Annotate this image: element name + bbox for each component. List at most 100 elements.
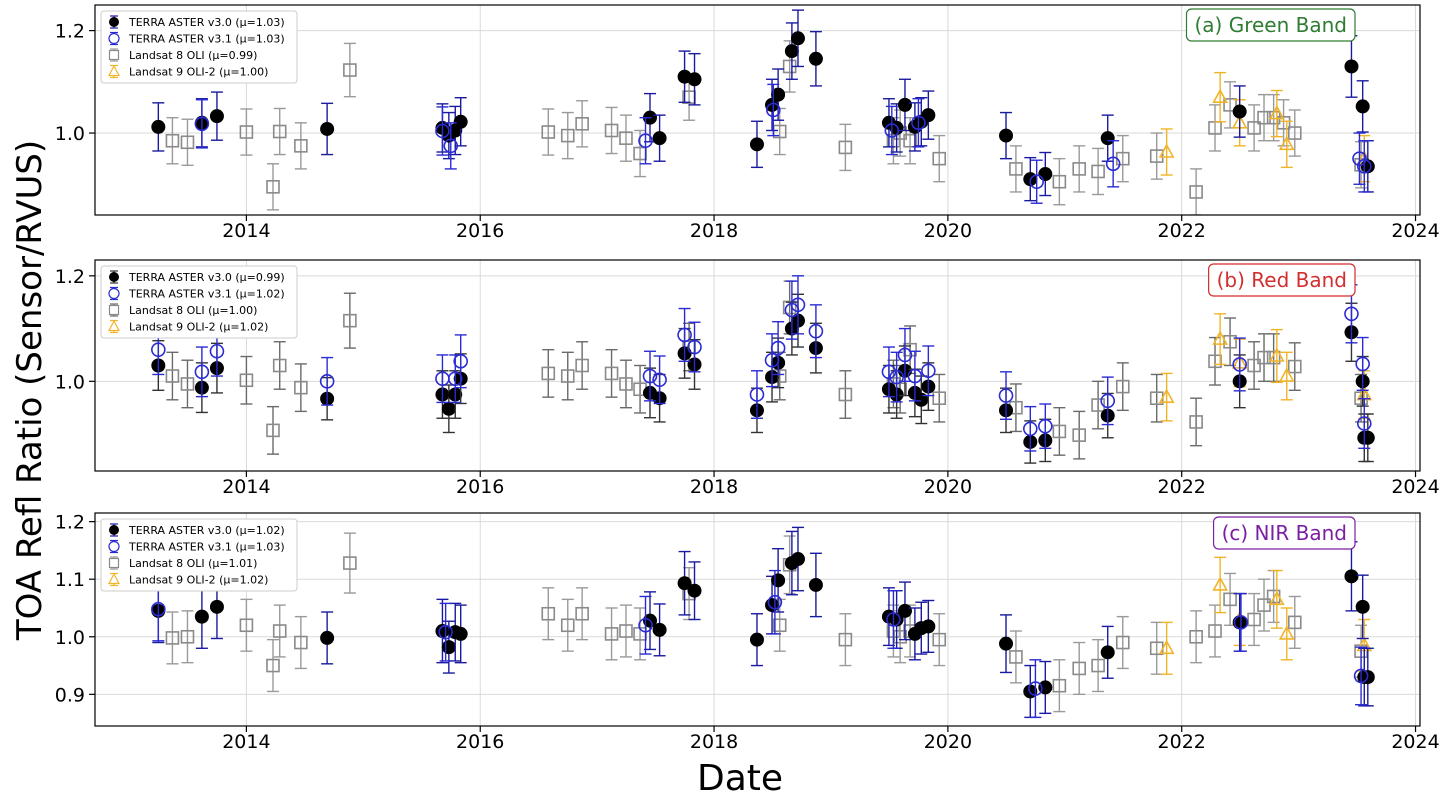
series-open-circle-point [151, 601, 166, 617]
series-open-square-point [1189, 415, 1203, 429]
legend-box [100, 10, 298, 84]
panel-title-text: (b) Red Band [1217, 268, 1347, 292]
series-open-square-point [782, 300, 797, 315]
series-filled-circle-point [921, 619, 936, 634]
series-open-square-point [1052, 174, 1067, 189]
series-filled-circle-point [677, 576, 692, 591]
series-open-triangle-point [1278, 625, 1295, 640]
legend-label: TERRA ASTER v3.0 (μ=0.99) [128, 271, 285, 284]
panel-title: (a) Green Band [1185, 8, 1356, 42]
series-open-square-point [1266, 350, 1281, 365]
chart-panel-2: 2014 2016 2018 2020 2022 2024 1.0 1.2 TERRA ASTE… [55, 259, 1440, 498]
legend-label: Landsat 8 OLI (μ=1.00) [129, 304, 257, 317]
series-open-square-point [575, 117, 589, 131]
series-open-circle-point [687, 339, 702, 355]
series-open-circle-point [443, 138, 459, 154]
panel-title-box [1208, 263, 1356, 297]
series-open-circle-point [889, 369, 904, 385]
series-filled-circle-point [1360, 430, 1375, 445]
series-open-square-point [165, 369, 180, 383]
series-open-circle-point [652, 372, 667, 388]
plot-data [151, 526, 1375, 719]
legend-label: Landsat 8 OLI (μ=0.99) [129, 49, 257, 62]
series-filled-circle-point [441, 401, 456, 416]
y-tick-label: 1.0 [55, 371, 85, 393]
series-open-square-point [1257, 350, 1271, 365]
series-open-square-point [604, 123, 619, 138]
x-tick-label: 2024 [1391, 220, 1439, 242]
series-open-square-point [1247, 121, 1261, 135]
panel-title: (c) NIR Band [1212, 516, 1356, 550]
y-tick-label: 1.0 [55, 627, 85, 649]
series-open-circle-point [790, 297, 806, 313]
series-open-circle-point [766, 102, 781, 118]
y-tick-label: 1.1 [55, 569, 85, 591]
series-open-square-point [1189, 185, 1203, 199]
series-open-triangle-point [1278, 367, 1295, 382]
series-open-square-point [932, 391, 947, 406]
series-open-square-point [541, 366, 556, 381]
series-open-circle-point [911, 115, 926, 131]
series-filled-circle-point [921, 108, 936, 123]
x-tick-label: 2018 [690, 731, 738, 753]
series-open-square-point [1223, 98, 1237, 112]
x-tick-label: 2014 [222, 476, 270, 498]
series-open-circle-point [1029, 174, 1044, 190]
legend-label: TERRA ASTER v3.1 (μ=1.03) [128, 33, 285, 46]
legend-marker [109, 272, 119, 282]
series-open-square-point [180, 377, 195, 391]
plot-frame [94, 259, 1421, 472]
series-open-square-point [266, 423, 280, 438]
series-open-circle-point [1028, 681, 1043, 696]
series-open-square-point [1189, 629, 1203, 644]
series-open-square-point [541, 125, 556, 139]
x-tick-label: 2022 [1158, 476, 1206, 498]
series-filled-circle-point [441, 640, 456, 655]
series-open-triangle-point [1278, 135, 1295, 151]
series-filled-circle-point [999, 128, 1014, 143]
series-open-circle-point [808, 323, 824, 339]
series-open-square-point [1009, 162, 1023, 176]
legend-marker [108, 557, 120, 569]
x-axis-label: Date [696, 758, 784, 799]
legend-label: TERRA ASTER v3.0 (μ=1.02) [128, 524, 285, 537]
series-open-square-point [1223, 334, 1237, 349]
series-filled-circle-point [771, 87, 786, 102]
chart-panel-1: 2014 2016 2018 2020 2022 2024 1.0 1.2 TERRA ASTE… [55, 4, 1440, 242]
series-open-square-point [604, 366, 619, 381]
x-tick-label: 2024 [1391, 476, 1439, 498]
series-open-circle-point [1022, 421, 1038, 437]
series-open-square-point [1287, 359, 1302, 374]
series-filled-circle-point [765, 598, 780, 613]
series-open-square-point [1052, 424, 1067, 439]
panel-title-box [1185, 8, 1356, 42]
y-tick-label: 1.2 [55, 512, 85, 534]
series-open-circle-point [1232, 357, 1247, 372]
series-open-square-point [1115, 379, 1130, 394]
legend-marker [109, 17, 119, 27]
series-open-square-point [1208, 354, 1222, 369]
series-open-square-point [1072, 162, 1087, 176]
series-open-square-point [1091, 164, 1105, 179]
series-open-circle-point [1344, 306, 1359, 322]
series-open-square-point [180, 135, 195, 150]
x-tick-label: 2020 [924, 476, 972, 498]
series-filled-circle-point [1355, 99, 1370, 114]
series-open-circle-point [447, 371, 463, 386]
series-open-square-point [1287, 126, 1302, 140]
series-open-circle-point [638, 617, 653, 633]
series-filled-circle-point [1355, 599, 1370, 614]
legend-marker [108, 572, 120, 585]
x-tick-label: 2016 [456, 731, 504, 753]
series-open-square-point [1247, 612, 1261, 627]
series-open-circle-point [1356, 159, 1372, 174]
series-open-square-point [1091, 658, 1105, 673]
series-open-circle-point [907, 368, 923, 384]
x-tick-label: 2018 [690, 476, 738, 498]
series-open-square-point [239, 618, 254, 633]
x-tick-label: 2014 [222, 731, 270, 753]
series-open-square-point [575, 358, 589, 373]
legend-label: Landsat 9 OLI-2 (μ=1.00) [129, 66, 268, 79]
series-open-circle-point [749, 387, 765, 402]
